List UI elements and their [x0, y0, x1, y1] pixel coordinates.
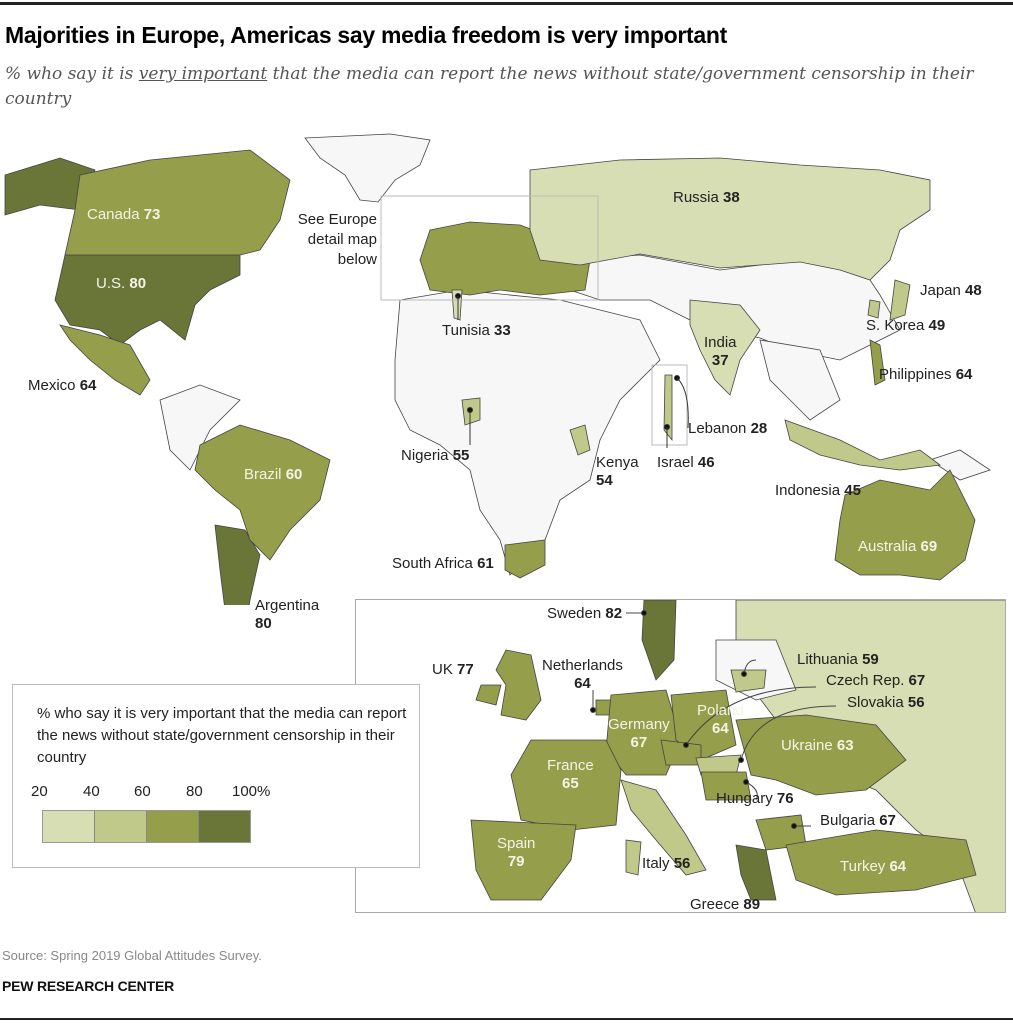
label-sweden: Sweden 82	[547, 605, 623, 622]
greenland	[304, 133, 431, 203]
bin-40-60	[461, 279, 942, 471]
legend: % who say it is very important that the …	[12, 684, 420, 868]
levant-inset-indicator	[651, 364, 688, 446]
legend-tick: 20	[31, 783, 48, 800]
label-argentina: Argentina 80	[255, 597, 320, 632]
us-shape	[54, 254, 241, 346]
legend-color-bar	[42, 810, 251, 843]
slovakia-leader	[740, 705, 837, 761]
legend-tick: 40	[83, 783, 100, 800]
legend-text: % who say it is very important that the …	[37, 705, 407, 766]
sardinia	[625, 839, 642, 876]
legend-tick: 100%	[232, 783, 271, 800]
spain	[470, 819, 577, 901]
label-spain: Spain 79	[497, 835, 536, 870]
n-ireland	[475, 684, 502, 706]
label-philippines: Philippines 64	[879, 366, 973, 383]
india-shape	[689, 299, 761, 396]
label-slovakia: Slovakia 56	[847, 694, 925, 711]
label-kenya: Kenya 54	[596, 454, 639, 489]
central-america-north-sa	[159, 384, 241, 471]
label-turkey: Turkey 64	[840, 858, 907, 875]
greece	[735, 844, 777, 901]
label-indonesia: Indonesia 45	[775, 482, 861, 499]
philippines-shape	[869, 339, 886, 386]
france	[510, 739, 622, 831]
israel-shape	[663, 374, 673, 442]
sweden	[641, 600, 677, 681]
uk	[495, 649, 542, 721]
label-czech: Czech Rep. 67	[826, 672, 926, 689]
label-tunisia: Tunisia 33	[442, 322, 511, 339]
europe-detail-map	[355, 599, 1006, 913]
legend-tick: 60	[134, 783, 151, 800]
brazil-shape	[194, 424, 331, 561]
top-rule	[0, 2, 1013, 5]
legend-swatch-40-60	[95, 811, 147, 842]
subtitle-prefix: % who say it is	[5, 64, 139, 84]
russia-shape	[529, 157, 931, 281]
lebanon-leader	[676, 377, 689, 429]
label-lithuania: Lithuania 59	[797, 651, 879, 668]
label-canada: Canada 73	[87, 206, 161, 223]
canada-shape	[64, 149, 291, 256]
skorea-shape	[867, 299, 881, 319]
label-india: India 37	[704, 334, 737, 369]
label-italy: Italy 56	[642, 855, 691, 872]
subtitle-suffix: that the media can report the news witho…	[5, 64, 974, 109]
label-australia: Australia 69	[858, 538, 938, 555]
legend-tick: 80	[186, 783, 203, 800]
label-nigeria: Nigeria 55	[401, 447, 470, 464]
brand-logo: PEW RESEARCH CENTER	[2, 978, 174, 994]
label-poland: Poland 64	[697, 702, 744, 737]
label-greece: Greece 89	[690, 896, 761, 913]
europe-svg	[470, 600, 1005, 912]
europe-note: See Europe detail map below	[297, 211, 377, 268]
label-south-africa: South Africa 61	[392, 555, 494, 572]
mexico-shape	[59, 324, 151, 396]
europe-inset-indicator	[380, 195, 599, 301]
label-lebanon: Lebanon 28	[688, 420, 768, 437]
netherlands	[595, 699, 612, 716]
label-russia: Russia 38	[673, 189, 740, 206]
label-us: U.S. 80	[96, 275, 147, 292]
europe-leader-lines	[590, 610, 837, 829]
label-bulgaria: Bulgaria 67	[820, 812, 896, 829]
hungary	[700, 771, 752, 801]
ukraine	[735, 714, 907, 796]
label-netherlands: Netherlands 64	[542, 657, 623, 692]
world-map	[4, 133, 991, 605]
legend-swatch-20-40	[43, 811, 95, 842]
turkey	[785, 829, 977, 896]
source-note: Source: Spring 2019 Global Attitudes Sur…	[2, 948, 262, 963]
japan-shape	[889, 279, 911, 321]
label-france: France 65	[547, 757, 594, 792]
lithuania	[730, 669, 767, 693]
italy	[620, 779, 707, 876]
africa-mideast	[394, 289, 661, 576]
label-germany: Germany 67	[608, 716, 670, 751]
label-ukraine: Ukraine 63	[781, 737, 854, 754]
label-japan: Japan 48	[920, 282, 982, 299]
label-skorea: S. Korea 49	[866, 317, 946, 334]
legend-swatch-80-100	[199, 811, 250, 842]
south-africa-shape	[504, 539, 546, 579]
chart-title: Majorities in Europe, Americas say media…	[5, 22, 727, 48]
bin-20-40	[451, 157, 931, 396]
label-brazil: Brazil 60	[244, 466, 303, 483]
label-mexico: Mexico 64	[28, 377, 97, 394]
czech-leader	[685, 686, 817, 746]
chart-subtitle: % who say it is very important that the …	[5, 62, 995, 112]
label-israel: Israel 46	[657, 454, 715, 471]
indonesia-shape	[784, 419, 942, 471]
kenya-shape	[569, 424, 591, 456]
label-uk: UK 77	[432, 661, 474, 678]
bottom-rule	[0, 1018, 1013, 1020]
southeast-asia	[759, 339, 841, 421]
leader-lines	[455, 293, 689, 448]
subtitle-emphasis: very important	[138, 64, 268, 84]
legend-swatch-60-80	[147, 811, 199, 842]
label-hungary: Hungary 76	[716, 790, 794, 807]
australia-shape	[834, 469, 976, 581]
